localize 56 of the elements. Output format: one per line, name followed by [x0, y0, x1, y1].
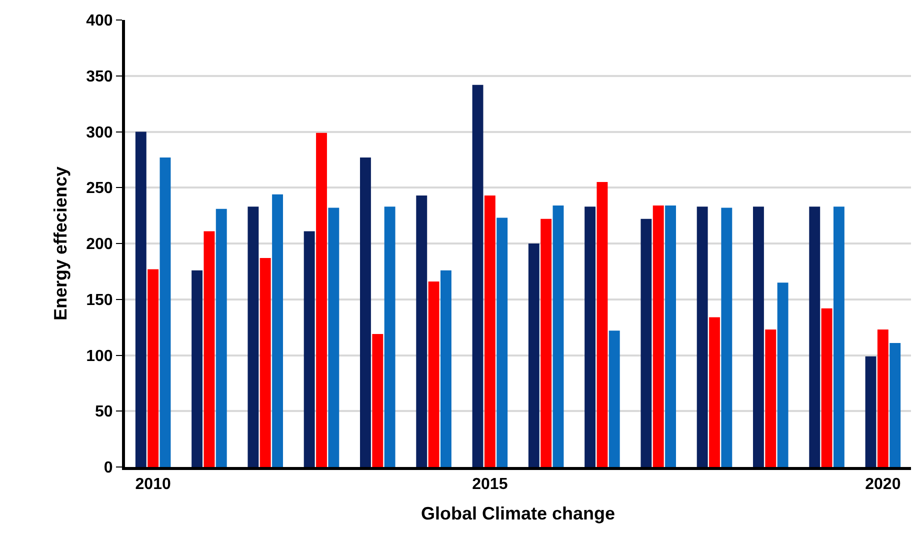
- bar: [248, 206, 259, 467]
- bar: [596, 182, 608, 467]
- bar: [416, 195, 428, 467]
- bar: [472, 84, 484, 467]
- bar: [753, 206, 764, 467]
- bar: [216, 208, 227, 467]
- bar: [440, 270, 452, 467]
- bar: [496, 218, 508, 467]
- y-tick-label: 50: [95, 404, 113, 421]
- x-axis-title: Global Climate change: [420, 503, 616, 524]
- bar: [192, 270, 203, 467]
- bar: [765, 330, 776, 467]
- bar: [260, 258, 271, 467]
- x-tick-label: 2010: [135, 476, 171, 494]
- bar: [372, 334, 384, 467]
- x-tick-label: 2020: [865, 476, 901, 494]
- bar: [316, 132, 327, 467]
- bar: [384, 206, 396, 467]
- x-tick-label: 2015: [472, 476, 508, 494]
- y-tick-label: 0: [104, 460, 113, 477]
- bar: [272, 194, 283, 467]
- bar: [640, 218, 652, 467]
- bar: [428, 282, 440, 467]
- bar: [304, 231, 315, 467]
- bar: [809, 206, 820, 467]
- bar: [584, 206, 596, 467]
- y-tick-label: 250: [86, 180, 113, 198]
- y-axis-title: Energy effeciency: [50, 166, 70, 321]
- bar: [608, 330, 620, 467]
- bar: [777, 282, 788, 467]
- bar: [528, 244, 540, 467]
- y-tick-label: 150: [86, 292, 113, 309]
- bar: [833, 206, 844, 467]
- bar: [148, 269, 159, 467]
- y-tick-label: 100: [86, 348, 113, 365]
- y-tick-label: 350: [86, 68, 113, 86]
- bar: [821, 308, 832, 467]
- y-tick-label: 400: [86, 12, 113, 30]
- y-tick-label: 300: [86, 124, 113, 142]
- bar: [484, 195, 496, 467]
- bar: [721, 208, 732, 467]
- bar: [865, 356, 876, 467]
- bar: [552, 206, 564, 467]
- bar: [890, 342, 901, 467]
- bar: [709, 317, 720, 467]
- bar: [665, 206, 676, 467]
- bar: [160, 157, 171, 467]
- bar: [696, 206, 708, 467]
- bar: [360, 157, 371, 467]
- bar: [135, 132, 146, 467]
- bar: [877, 330, 888, 467]
- bar: [540, 218, 552, 467]
- bar: [204, 231, 215, 467]
- bar: [652, 206, 664, 467]
- bar: [328, 208, 340, 467]
- y-tick-label: 200: [86, 236, 113, 254]
